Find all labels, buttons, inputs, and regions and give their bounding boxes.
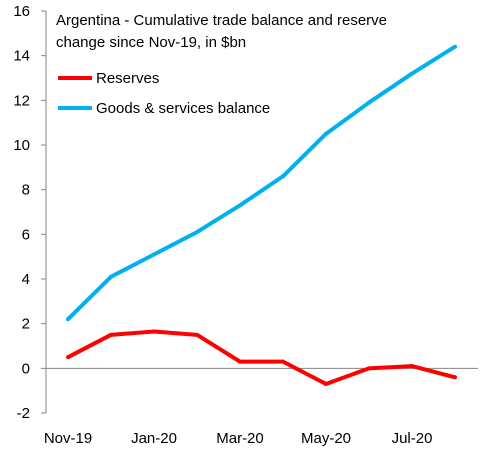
data-point [324, 131, 328, 136]
y-tick-label: -2 [17, 405, 30, 422]
data-point [324, 381, 328, 386]
chart-title: Argentina - Cumulative trade balance and… [56, 12, 387, 51]
chart-title-line-1: Argentina - Cumulative trade balance and… [56, 12, 387, 29]
y-tick-label: 12 [13, 92, 30, 109]
x-tick-label: Jan-20 [131, 430, 177, 447]
y-tick-label: 14 [13, 48, 30, 65]
data-point [453, 44, 457, 49]
y-tick-label: 6 [22, 226, 30, 243]
data-point [410, 364, 414, 369]
data-point [109, 332, 113, 337]
x-tick-label: Mar-20 [216, 430, 264, 447]
data-point [410, 71, 414, 76]
data-point [453, 375, 457, 380]
data-point [109, 274, 113, 279]
data-point [152, 252, 156, 257]
legend-label: Goods & services balance [96, 100, 270, 117]
y-tick-label: 4 [22, 271, 30, 288]
data-point [152, 329, 156, 334]
data-point [238, 203, 242, 208]
data-point [281, 359, 285, 364]
data-point [195, 332, 199, 337]
x-tick-label: Nov-19 [44, 430, 92, 447]
data-point [66, 355, 70, 360]
series-line-1 [66, 45, 457, 321]
data-point [281, 174, 285, 179]
data-point [367, 100, 371, 105]
legend: Reserves Goods & services balance [58, 70, 270, 117]
x-tick-label: Jul-20 [392, 430, 433, 447]
legend-label: Reserves [96, 70, 159, 87]
y-tick-label: 2 [22, 316, 30, 333]
data-point [195, 230, 199, 235]
y-tick-label: 8 [22, 182, 30, 199]
chart-title-line-2: change since Nov-19, in $bn [56, 34, 246, 51]
data-point [66, 317, 70, 322]
plot-area: -2 0 2 4 6 8 10 12 14 16 Nov-19 Jan-20 Mar-20 May-20 J… [13, 3, 478, 447]
series-line-0 [67, 329, 456, 386]
x-tick-label: May-20 [301, 430, 351, 447]
y-tick-label: 0 [22, 360, 30, 377]
y-tick-label: 16 [13, 3, 30, 20]
data-point [367, 366, 371, 371]
data-point [238, 359, 242, 364]
y-tick-label: 10 [13, 137, 30, 154]
